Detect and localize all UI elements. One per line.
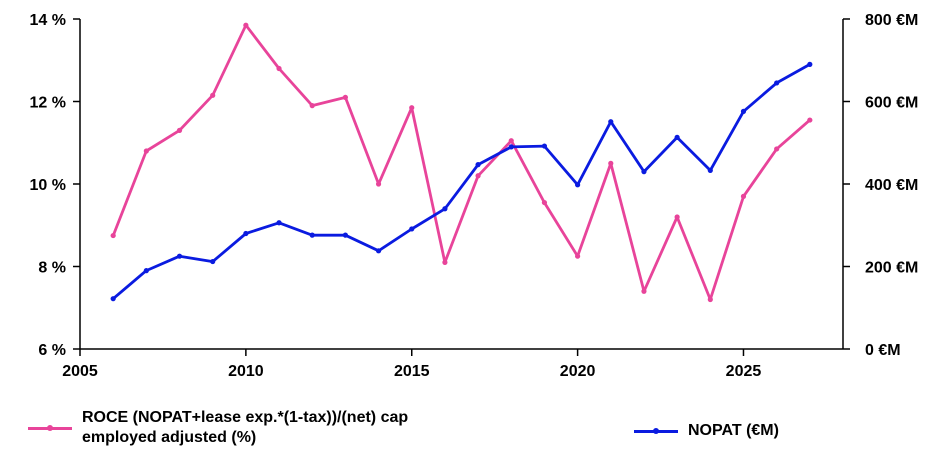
data-point-roce [342,94,348,100]
y-left-tick-label: 8 % [38,260,66,277]
data-point-roce [541,199,548,206]
axes: 6 % 8 % 10 % 12 % 14 % 0 €M 200 €M 400 €M 600 €M… [30,12,919,380]
data-point-roce [143,148,149,154]
y-left-tick-label: 12 % [30,95,66,112]
data-point-roce [508,138,514,144]
data-point-roce [375,181,382,187]
data-point-nopat [143,268,149,274]
y-right-tick-label: 400 €M [865,177,918,194]
y-left-tick-label: 14 % [30,12,66,29]
data-point-roce [608,160,614,166]
data-point-nopat [575,182,581,188]
legend-swatch-roce [28,425,72,431]
data-point-nopat [740,108,747,114]
y-right-tick-label: 200 €M [865,260,918,277]
data-point-nopat [508,144,514,150]
data-point-nopat [342,232,348,238]
data-point-roce [674,214,680,220]
data-point-roce [210,92,216,98]
data-point-roce [309,103,315,109]
series-layer [110,22,813,303]
y-left-tick-label: 6 % [38,342,66,359]
legend-entry-nopat: NOPAT (€M) [634,422,779,440]
data-point-nopat [674,134,680,140]
data-point-roce [243,22,249,28]
data-point-nopat [409,226,415,232]
y-right-tick-label: 0 €M [865,342,901,359]
x-tick-label: 2005 [62,363,98,380]
data-point-roce [110,232,116,239]
data-point-roce [276,65,282,72]
data-point-nopat [276,220,282,226]
data-point-roce [641,288,647,294]
x-tick-label: 2010 [228,363,264,380]
data-point-nopat [774,80,780,86]
legend-swatch-nopat [634,428,678,434]
data-point-roce [575,253,581,259]
legend-label-roce: ROCE (NOPAT+lease exp.*(1-tax))/(net) ca… [82,409,409,446]
data-point-roce [475,173,481,179]
data-point-roce [176,127,183,133]
data-point-roce [409,105,415,111]
data-point-nopat [807,61,813,67]
data-point-nopat [442,206,448,212]
chart: 6 % 8 % 10 % 12 % 14 % 0 €M 200 €M 400 €M 600 €M… [30,12,919,380]
y-left-tick-label: 10 % [30,177,66,194]
data-point-nopat [243,230,249,237]
data-point-nopat [641,169,647,175]
x-tick-label: 2015 [394,363,430,380]
data-point-roce [442,259,448,265]
data-point-nopat [110,296,116,302]
legend-entry-roce: ROCE (NOPAT+lease exp.*(1-tax))/(net) ca… [28,408,442,448]
data-point-roce [807,117,813,123]
data-point-nopat [475,162,481,168]
legend-label-nopat: NOPAT (€M) [688,422,779,439]
y-right-tick-label: 600 €M [865,95,918,112]
series-line-nopat [111,63,812,301]
x-tick-label: 2020 [560,363,596,380]
series-line-roce [111,23,812,301]
x-tick-label: 2025 [726,363,762,380]
data-point-roce [707,296,713,303]
data-point-nopat [707,167,713,173]
y-right-tick-label: 800 €M [865,12,918,29]
data-point-roce [774,146,780,152]
data-point-nopat [608,119,614,125]
data-point-nopat [210,258,216,265]
data-point-nopat [541,143,548,149]
data-point-nopat [176,253,183,259]
data-point-nopat [309,232,315,238]
data-point-roce [740,193,747,199]
data-point-nopat [375,248,382,254]
